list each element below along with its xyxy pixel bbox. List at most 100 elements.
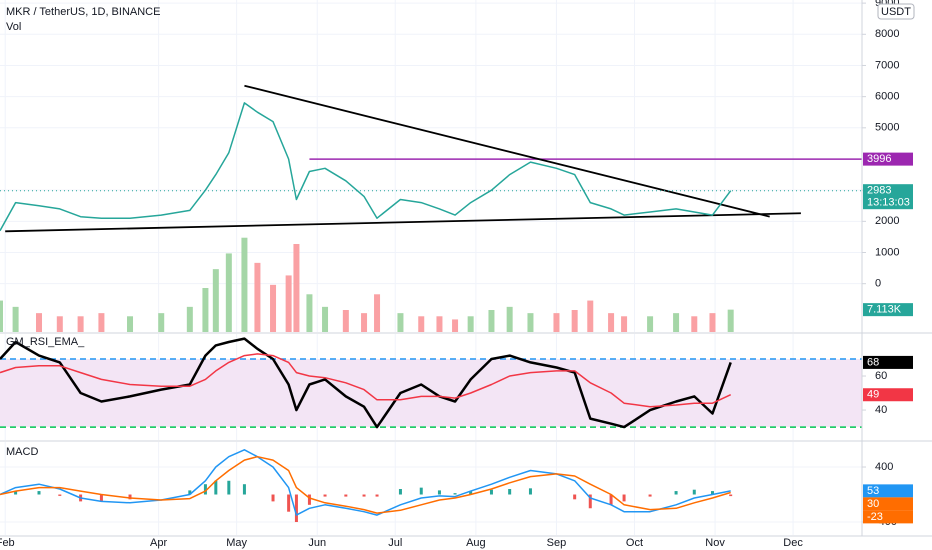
histogram-bar [573, 494, 577, 500]
volume-bar [202, 288, 209, 332]
histogram-bar [528, 488, 532, 495]
price-label: -23 [867, 511, 883, 523]
volume-bar [212, 269, 219, 332]
volume-bar [506, 306, 513, 332]
histogram-bar [648, 494, 652, 497]
histogram-bar [271, 494, 275, 502]
volume-bar [306, 294, 313, 332]
trend-line [5, 212, 801, 233]
volume-title: Vol [6, 21, 21, 33]
trend-line [244, 84, 770, 218]
price-label: 68 [867, 356, 879, 368]
volume-bar [527, 313, 534, 332]
volume-bar [254, 262, 261, 332]
volume-bar [571, 310, 578, 332]
histogram-bar [128, 494, 132, 500]
price-label-box [863, 355, 913, 369]
volume-bar [158, 313, 165, 332]
countdown-label: 13:13:03 [867, 197, 910, 209]
series-line [0, 353, 732, 408]
rsi-band [0, 359, 862, 428]
volume-bar [418, 316, 425, 332]
y-tick-label: 7000 [875, 59, 899, 71]
histogram-bar [242, 484, 246, 495]
volume-bar [553, 313, 560, 332]
histogram-bar [489, 489, 493, 495]
volume-bar [241, 237, 248, 332]
y-tick-label: 60 [875, 370, 887, 382]
series-line [0, 449, 731, 516]
histogram-bar [323, 494, 327, 497]
volume-bar [452, 319, 459, 332]
volume-bar [322, 306, 329, 332]
volume-bar [12, 306, 19, 332]
histogram-bar [37, 491, 41, 495]
volume-bar [727, 309, 734, 332]
volume-bar [691, 316, 698, 332]
volume-bar [361, 313, 368, 332]
histogram-bar [344, 494, 348, 497]
histogram-bar [375, 494, 379, 497]
histogram-bar [188, 490, 192, 495]
price-label: 53 [867, 485, 879, 497]
price-label: 2983 [867, 185, 891, 197]
histogram-bar [398, 489, 402, 495]
volume-bar [127, 316, 134, 332]
x-tick-label: Aug [466, 537, 486, 549]
volume-bar [98, 313, 105, 332]
volume-bar [709, 313, 716, 332]
x-tick-label: Jun [308, 537, 326, 549]
histogram-bar [609, 494, 613, 505]
histogram-bar [58, 494, 62, 496]
volume-bar [374, 294, 381, 332]
histogram-bar [729, 494, 733, 497]
x-tick-label: May [226, 537, 247, 549]
volume-bar [270, 284, 277, 332]
histogram-bar [214, 480, 218, 495]
x-tick-label: Apr [150, 537, 167, 549]
histogram-bar [437, 490, 441, 495]
histogram-bar [692, 489, 696, 495]
histogram-bar [710, 491, 714, 495]
price-label: 3996 [867, 153, 891, 165]
histogram-bar [362, 494, 366, 497]
histogram-bar [674, 491, 678, 495]
volume-bar [488, 310, 495, 332]
y-tick-label: 2000 [875, 215, 899, 227]
volume-bar [436, 316, 443, 332]
series-line [0, 102, 732, 232]
y-tick-label: 8000 [875, 28, 899, 40]
histogram-bar [307, 494, 311, 505]
rsi-title: GM_RSI_EMA_ [6, 336, 85, 348]
y-tick-label: 5000 [875, 122, 899, 134]
x-tick-label: Dec [783, 537, 803, 549]
currency[interactable]: USDT [881, 6, 911, 18]
volume-bar [0, 300, 3, 332]
y-tick-label: 6000 [875, 91, 899, 103]
y-tick-label: 1000 [875, 246, 899, 258]
series-line [0, 337, 732, 429]
volume-bar [285, 275, 292, 332]
volume-bar [587, 300, 594, 332]
histogram-bar [588, 494, 592, 509]
series-line [0, 455, 731, 514]
y-tick-label: 400 [875, 461, 893, 473]
currency-button[interactable] [877, 3, 915, 20]
price-label-box [863, 184, 913, 210]
volume-bar [293, 244, 300, 332]
chart-title: MKR / TetherUS, 1D, BINANCE [6, 6, 160, 18]
histogram-bar [508, 489, 512, 495]
volume-bar [608, 313, 615, 332]
histogram-bar [294, 494, 298, 523]
histogram-bar [453, 493, 457, 495]
volume-bar [77, 316, 84, 332]
volume-bar [36, 313, 43, 332]
y-tick-label: 40 [875, 404, 887, 416]
x-tick-label: Feb [0, 537, 15, 549]
price-label: 49 [867, 389, 879, 401]
price-axis [862, 0, 932, 550]
volume-bar [467, 316, 474, 332]
volume-bar [56, 316, 63, 332]
y-tick-label: 0 [875, 278, 881, 290]
